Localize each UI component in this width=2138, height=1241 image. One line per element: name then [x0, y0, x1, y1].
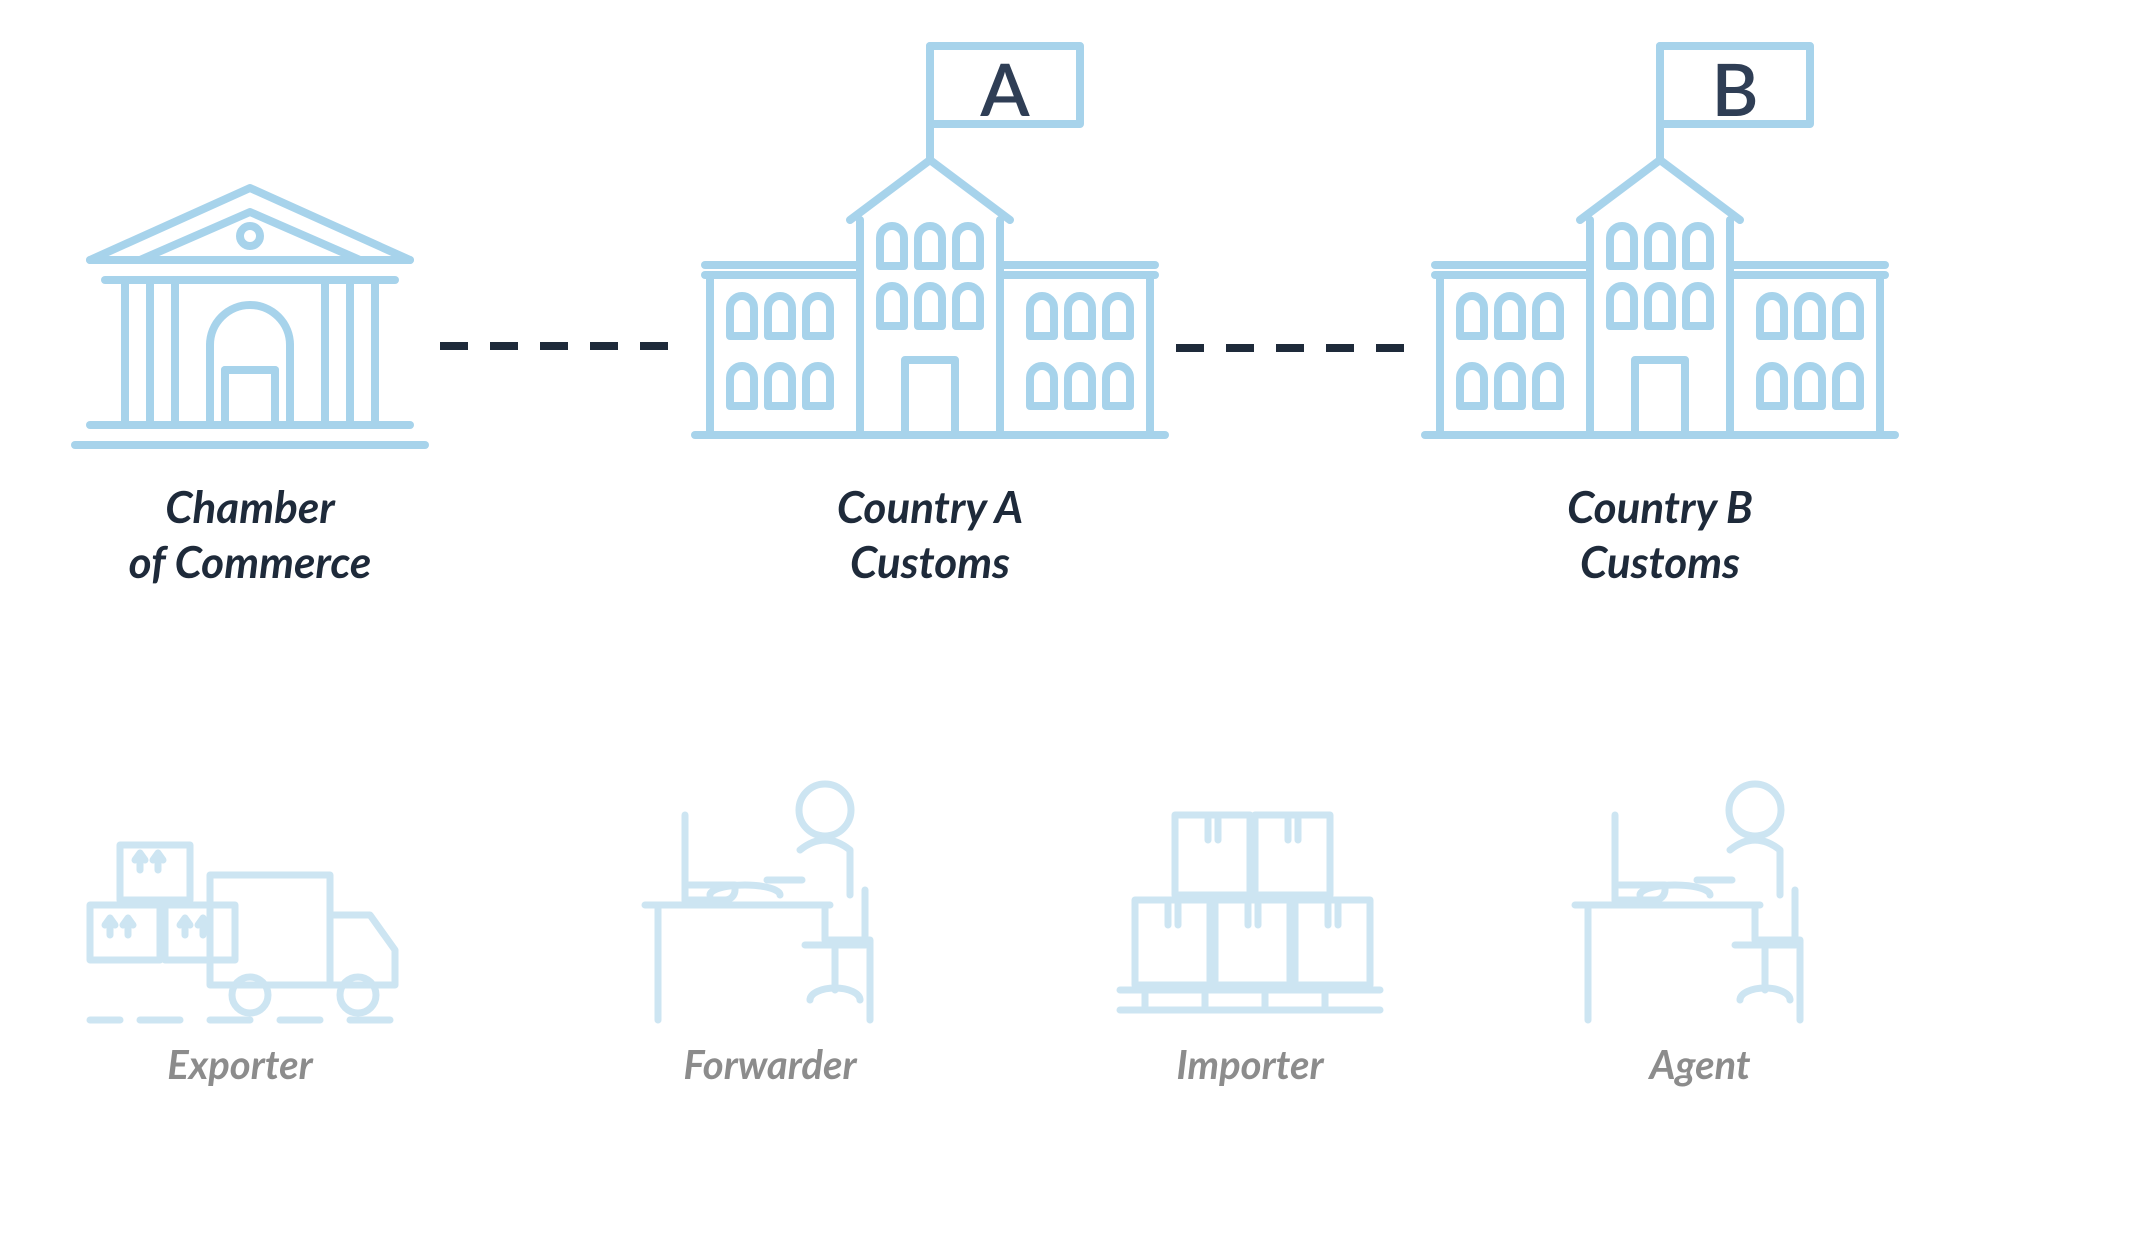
- label-country-b: Country B Customs: [1470, 480, 1850, 590]
- label-forwarder: Forwarder: [620, 1040, 920, 1088]
- label-chamber: Chamber of Commerce: [60, 480, 440, 590]
- connector-dashed-2: [0, 0, 2138, 500]
- person-at-desk-icon: [630, 770, 910, 1030]
- boxes-pallet-icon: [1110, 800, 1390, 1030]
- person-at-desk-icon: [1560, 770, 1840, 1030]
- label-importer: Importer: [1100, 1040, 1400, 1088]
- label-agent: Agent: [1550, 1040, 1850, 1088]
- truck-boxes-icon: [80, 820, 400, 1030]
- label-country-a: Country A Customs: [740, 480, 1120, 590]
- label-exporter: Exporter: [90, 1040, 390, 1088]
- diagram-canvas: A: [0, 0, 2138, 1241]
